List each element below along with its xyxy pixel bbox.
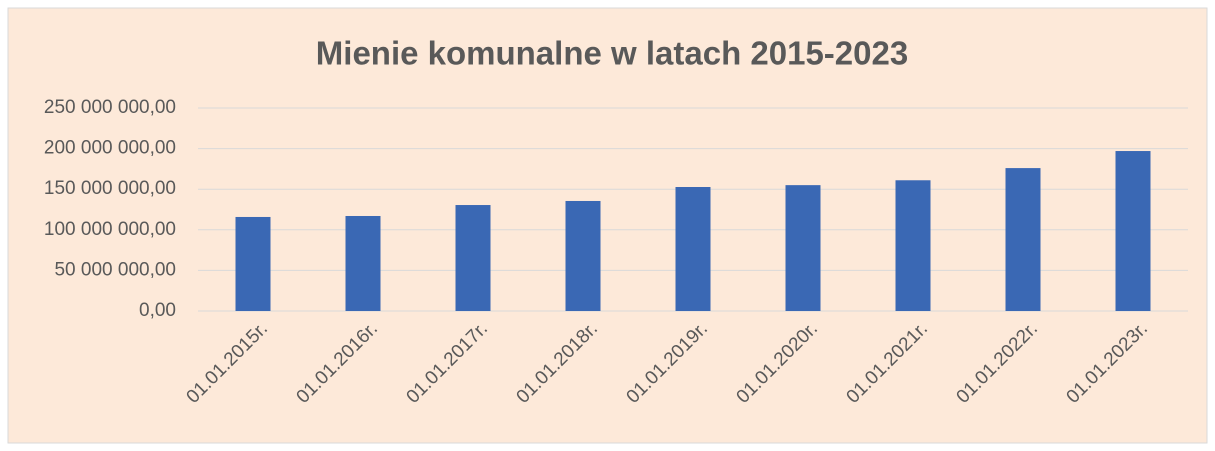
bar xyxy=(565,200,601,311)
bar xyxy=(1005,168,1041,311)
chart-title: Mienie komunalne w latach 2015-2023 xyxy=(316,35,908,72)
bar xyxy=(895,180,931,311)
y-tick-label: 200 000 000,00 xyxy=(44,138,176,159)
bar xyxy=(675,187,711,311)
bar xyxy=(785,185,821,311)
bar xyxy=(455,205,491,311)
bar xyxy=(345,215,381,311)
y-tick-label: 0,00 xyxy=(139,300,176,321)
y-tick-label: 250 000 000,00 xyxy=(44,97,176,118)
y-tick-label: 50 000 000,00 xyxy=(54,259,176,280)
bar xyxy=(235,216,271,311)
y-tick-label: 150 000 000,00 xyxy=(44,178,176,199)
bar xyxy=(1115,151,1151,311)
y-tick-label: 100 000 000,00 xyxy=(44,219,176,240)
